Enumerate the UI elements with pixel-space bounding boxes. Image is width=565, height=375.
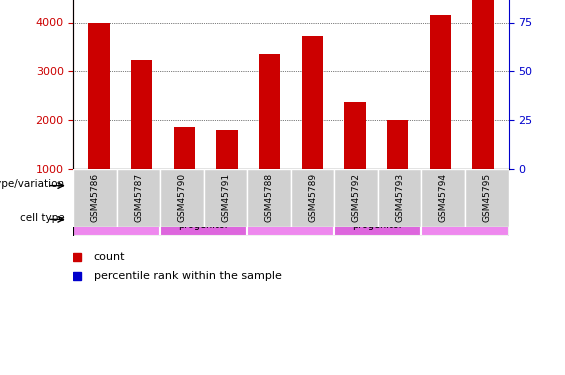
- Text: GSM45790: GSM45790: [178, 173, 186, 222]
- Text: percentile rank within the sample: percentile rank within the sample: [94, 271, 282, 280]
- Bar: [344, 102, 366, 169]
- Text: GSM45789: GSM45789: [308, 173, 317, 222]
- Bar: [88, 22, 110, 169]
- Bar: [472, 0, 494, 169]
- Bar: [259, 54, 280, 169]
- Text: GSM45795: GSM45795: [483, 173, 491, 222]
- Text: wild type: wild type: [138, 181, 182, 190]
- Text: megakaryocyte: megakaryocyte: [79, 214, 155, 224]
- Text: GATA-1deltaNeo
deltaHS mutant: GATA-1deltaNeo deltaHS mutant: [426, 175, 504, 196]
- Bar: [429, 15, 451, 169]
- Text: GSM45791: GSM45791: [221, 173, 230, 222]
- Text: megakaryocyte
progenitor: megakaryocyte progenitor: [340, 209, 416, 230]
- FancyBboxPatch shape: [421, 169, 465, 227]
- FancyBboxPatch shape: [160, 169, 204, 227]
- FancyBboxPatch shape: [421, 170, 508, 202]
- Text: count: count: [94, 252, 125, 262]
- FancyBboxPatch shape: [73, 170, 247, 202]
- Bar: [216, 130, 238, 169]
- FancyBboxPatch shape: [465, 169, 508, 227]
- Text: genotype/variation: genotype/variation: [0, 179, 64, 189]
- Bar: [173, 127, 195, 169]
- Text: cell type: cell type: [20, 213, 64, 223]
- FancyBboxPatch shape: [247, 203, 334, 236]
- Text: GSM45793: GSM45793: [396, 173, 404, 222]
- Text: GSM45788: GSM45788: [265, 173, 273, 222]
- FancyBboxPatch shape: [73, 203, 160, 236]
- Text: GSM45794: GSM45794: [439, 173, 447, 222]
- Bar: [131, 60, 153, 169]
- Text: megakaryocyte: megakaryocyte: [427, 214, 503, 224]
- FancyBboxPatch shape: [421, 203, 508, 236]
- FancyBboxPatch shape: [247, 169, 291, 227]
- FancyBboxPatch shape: [73, 169, 117, 227]
- Text: megakaryocyte
progenitor: megakaryocyte progenitor: [166, 209, 242, 230]
- FancyBboxPatch shape: [334, 203, 421, 236]
- FancyBboxPatch shape: [334, 169, 378, 227]
- FancyBboxPatch shape: [378, 169, 421, 227]
- FancyBboxPatch shape: [117, 169, 160, 227]
- Bar: [387, 120, 408, 169]
- Bar: [302, 36, 323, 169]
- FancyBboxPatch shape: [247, 170, 421, 202]
- Text: GATA-1deltaN mutant: GATA-1deltaN mutant: [282, 181, 387, 190]
- FancyBboxPatch shape: [204, 169, 247, 227]
- Text: megakaryocyte: megakaryocyte: [253, 214, 329, 224]
- FancyBboxPatch shape: [291, 169, 334, 227]
- Text: GSM45787: GSM45787: [134, 173, 143, 222]
- FancyBboxPatch shape: [160, 203, 247, 236]
- Text: GSM45786: GSM45786: [91, 173, 99, 222]
- Text: GSM45792: GSM45792: [352, 173, 360, 222]
